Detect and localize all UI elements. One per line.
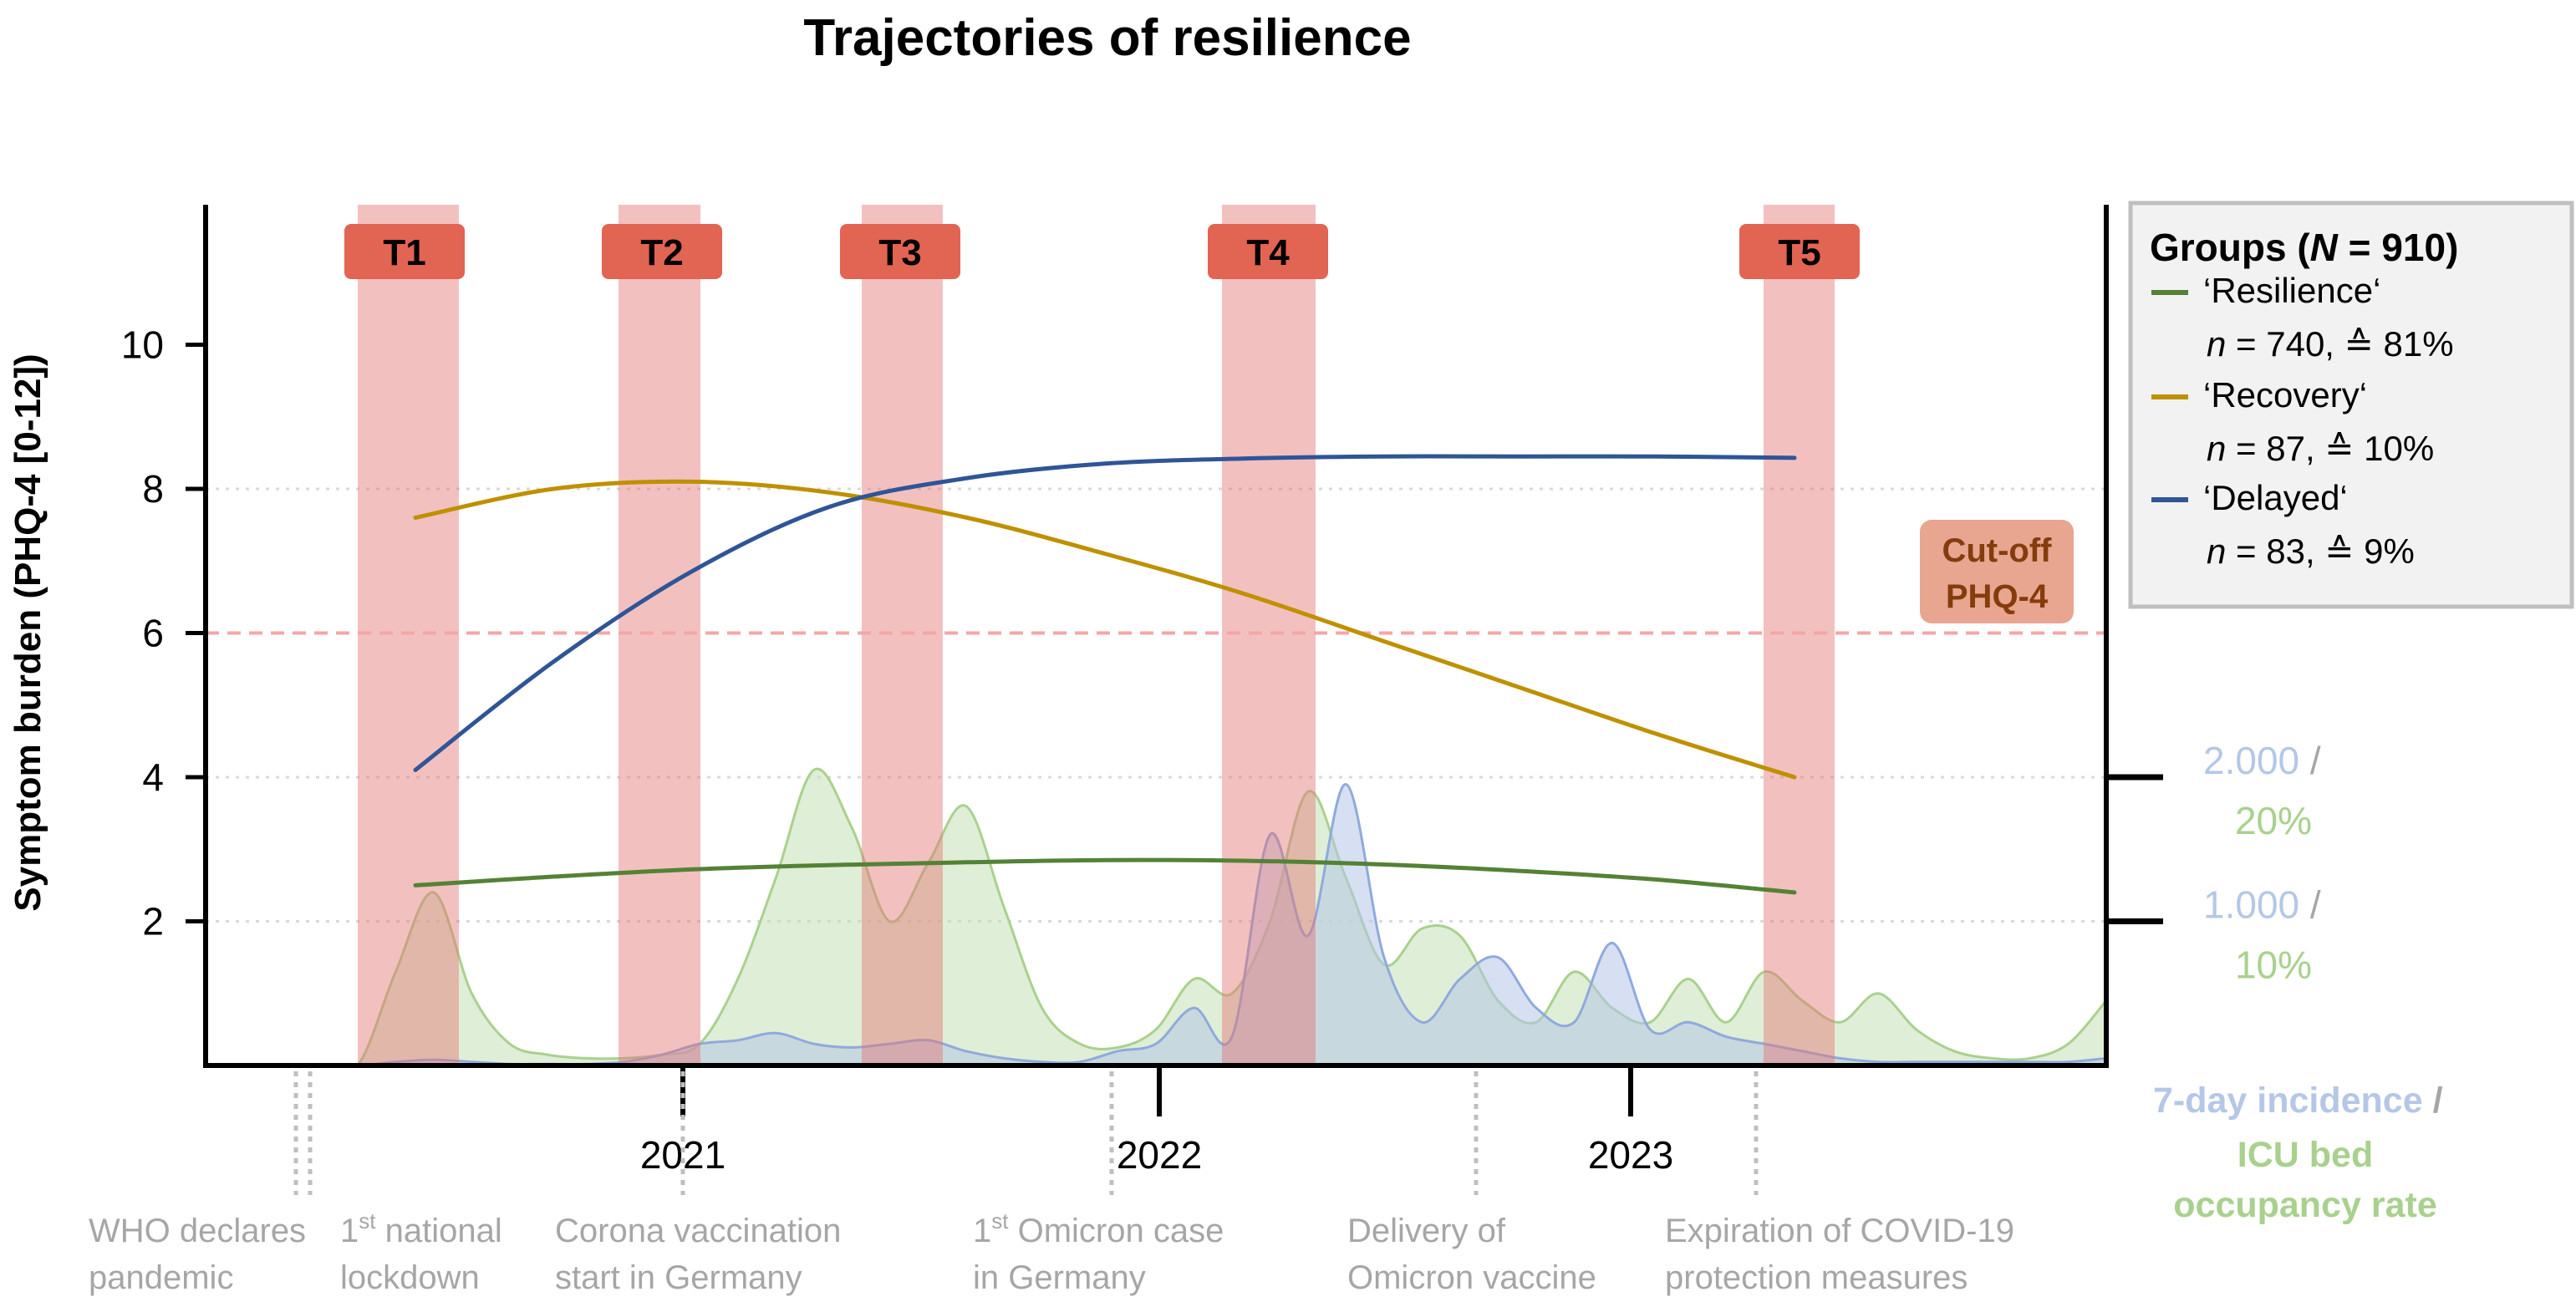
legend-n: n [2207, 429, 2226, 468]
y-tick-label: 2 [142, 900, 164, 943]
event-sup: st [991, 1208, 1009, 1233]
x-tick-label: 2022 [1117, 1133, 1202, 1177]
event-text: national [375, 1213, 501, 1249]
timepoint-badge [840, 224, 960, 279]
event-label: protection measures [1665, 1259, 1968, 1296]
timepoint-label: T3 [878, 232, 921, 273]
legend-label: ‘Resilience‘ [2203, 271, 2380, 310]
event-text: Corona vaccination [555, 1213, 841, 1249]
series-lines [413, 454, 1797, 895]
timepoint-bands: T1 T2 T3 T4 T5 [344, 205, 1860, 1065]
legend-stats: n = 740, ≙ 81% [2207, 324, 2454, 364]
legend-title: Groups (N = 910) [2150, 226, 2458, 269]
timepoint-label: T5 [1778, 232, 1820, 273]
y-tick-label: 6 [142, 612, 164, 655]
incidence-title: 7-day incidence [2153, 1081, 2423, 1121]
series-line-recovery [413, 479, 1797, 780]
icu-occupancy-area [357, 767, 2106, 1064]
legend-label: ‘Recovery‘ [2203, 375, 2367, 414]
incidence-value: 2.000 [2203, 739, 2299, 782]
event-label: 1st national [340, 1208, 502, 1249]
legend-stats-value: = 87, ≙ 10% [2226, 429, 2434, 468]
legend-stats-value: = 740, ≙ 81% [2226, 324, 2453, 364]
legend-stats: n = 87, ≙ 10% [2207, 429, 2434, 468]
event-label: Delivery of [1347, 1213, 1506, 1249]
legend-stats-value: = 83, ≙ 9% [2226, 531, 2414, 571]
timepoint-band [1764, 205, 1835, 1065]
legend-label: ‘Delayed‘ [2203, 478, 2348, 517]
event-label: Corona vaccination [555, 1213, 841, 1249]
incidence-value: 1.000 [2203, 883, 2299, 927]
legend: Groups (N = 910) ‘Resilience‘ n = 740, ≙ … [2128, 201, 2574, 609]
x-axis: 2021 2022 2023 [640, 1065, 1673, 1177]
cutoff-layer: Cut-off PHQ-4 [206, 520, 2106, 635]
cutoff-box [1920, 520, 2074, 623]
legend-box [2128, 201, 2574, 609]
timepoint-badge [1739, 224, 1860, 279]
event-text: Omicron case [1008, 1213, 1224, 1249]
y-tick-label: 10 [121, 323, 164, 367]
separator: / [2299, 739, 2321, 782]
event-label: start in Germany [555, 1259, 802, 1296]
event-label: Expiration of COVID-19 [1665, 1213, 2014, 1249]
event-text: 1 [340, 1213, 359, 1249]
series-line-resilience [413, 857, 1797, 895]
event-text: WHO declares [89, 1213, 306, 1249]
timepoint-badge [602, 224, 722, 279]
series-line-delayed [413, 454, 1797, 772]
separator: / [2299, 883, 2321, 927]
secondary-tick-label: 1.000 / [2203, 883, 2321, 927]
event-text: Expiration of COVID-19 [1665, 1213, 2014, 1249]
event-text: 1 [973, 1213, 991, 1249]
event-sup: st [359, 1208, 376, 1233]
timepoint-band [619, 205, 700, 1065]
legend-n: n [2207, 531, 2226, 571]
event-label: lockdown [340, 1259, 480, 1296]
timepoint-badge [344, 224, 465, 279]
timepoint-band [1222, 205, 1316, 1065]
icu-value: 10% [2235, 943, 2312, 987]
incidence-area [364, 783, 2106, 1064]
timepoint-band [862, 205, 943, 1065]
timepoint-band [358, 205, 459, 1065]
icu-title: ICU bed [2237, 1135, 2373, 1175]
legend-stats: n = 83, ≙ 9% [2207, 531, 2415, 571]
timepoint-label: T4 [1246, 232, 1290, 273]
area-layer [357, 767, 2106, 1064]
secondary-axis-title: 7-day incidence / [2153, 1081, 2443, 1121]
timepoint-badge [1208, 224, 1328, 279]
cutoff-label: Cut-off [1942, 532, 2052, 569]
secondary-tick-label: 2.000 / [2203, 739, 2321, 782]
legend-n: n [2207, 324, 2226, 364]
event-label: 1st Omicron case [973, 1208, 1224, 1249]
event-label: WHO declares [89, 1213, 306, 1249]
timepoint-label: T2 [640, 232, 683, 273]
timepoint-label: T1 [383, 232, 425, 273]
secondary-axis: 1.000 / 10% 2.000 / 20% 7-day incidence / ICU… [2106, 739, 2443, 1225]
event-label: Omicron vaccine [1347, 1259, 1596, 1296]
cutoff-label: PHQ-4 [1946, 578, 2049, 615]
y-tick-label: 8 [142, 467, 164, 511]
y-axis-label: Symptom burden (PHQ-4 [0-12]) [8, 353, 48, 911]
chart-title: Trajectories of resilience [803, 9, 1411, 67]
y-axis: 2 4 6 8 10 [121, 323, 206, 943]
separator: / [2423, 1081, 2443, 1121]
event-text: Delivery of [1347, 1213, 1506, 1249]
icu-title: occupancy rate [2173, 1185, 2436, 1225]
y-tick-label: 4 [142, 755, 164, 799]
x-tick-label: 2023 [1588, 1133, 1673, 1177]
event-label: in Germany [973, 1259, 1146, 1296]
event-label: pandemic [89, 1259, 233, 1296]
icu-value: 20% [2235, 799, 2312, 842]
